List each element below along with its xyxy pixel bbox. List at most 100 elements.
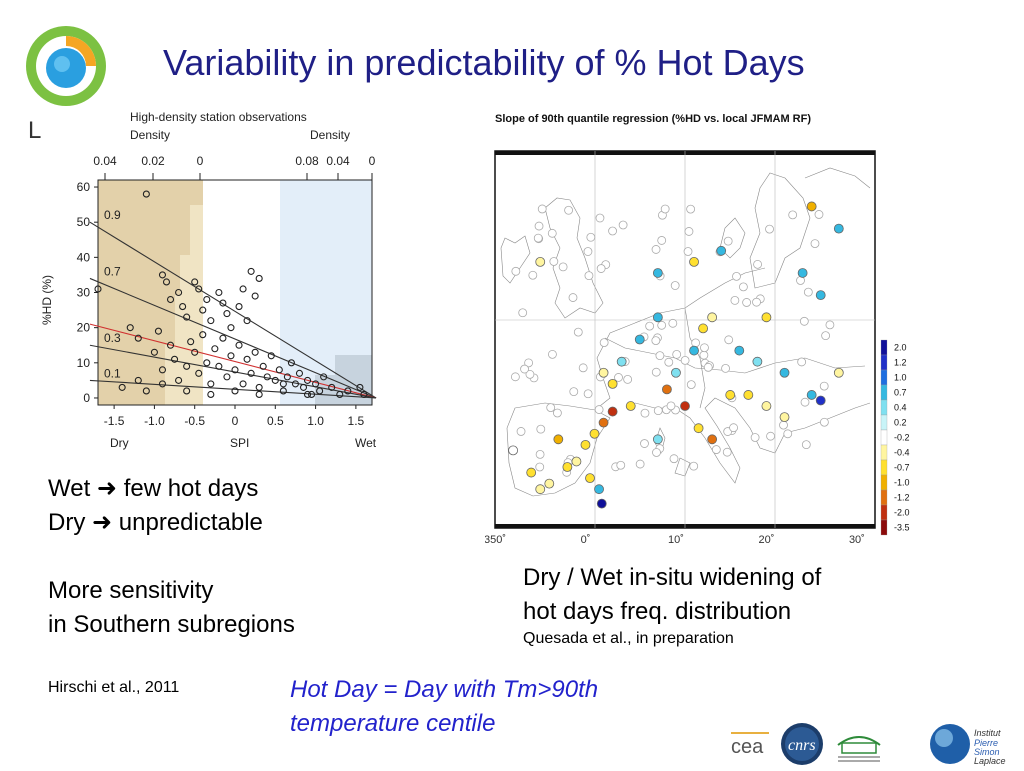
data-point bbox=[183, 313, 191, 321]
top-tick-label: 0.04 bbox=[326, 154, 350, 168]
neutral-station bbox=[703, 362, 713, 372]
neutral-station bbox=[518, 308, 528, 318]
data-point bbox=[211, 345, 219, 353]
station-marker bbox=[707, 434, 718, 445]
data-point bbox=[303, 376, 312, 384]
station-marker bbox=[743, 390, 754, 400]
station-marker bbox=[598, 417, 609, 428]
colorbar-label: -0.7 bbox=[894, 463, 910, 473]
neutral-station bbox=[569, 387, 579, 397]
y-tick-label: 0 bbox=[83, 391, 90, 405]
x-tick-label: 0 bbox=[232, 414, 239, 428]
neutral-station bbox=[573, 327, 583, 337]
neutral-station bbox=[799, 316, 809, 326]
scatter-header: High-density station observations bbox=[130, 110, 307, 124]
neutral-station bbox=[766, 431, 775, 441]
y-tick-label: 20 bbox=[77, 321, 91, 335]
colorbar-label: 2.0 bbox=[894, 343, 907, 353]
data-point bbox=[259, 362, 267, 370]
neutral-station bbox=[684, 227, 694, 236]
colorbar-swatch bbox=[880, 504, 888, 521]
data-point bbox=[191, 278, 199, 286]
wet-word: Wet bbox=[48, 475, 91, 502]
data-point bbox=[175, 288, 183, 297]
neutral-station bbox=[548, 349, 557, 359]
data-point bbox=[142, 190, 150, 198]
scatter-svg: High-density station observations Densit… bbox=[40, 110, 377, 450]
data-point bbox=[158, 366, 167, 374]
neutral-station bbox=[616, 460, 626, 470]
data-point bbox=[171, 355, 179, 363]
density-left-label: Density bbox=[130, 128, 170, 142]
station-marker bbox=[689, 256, 699, 267]
cnrs-logo: cnrs bbox=[780, 722, 824, 766]
data-point bbox=[255, 274, 263, 282]
neutral-station bbox=[651, 336, 661, 346]
station-marker bbox=[689, 345, 699, 356]
map-figure: Slope of 90th quantile regression (%HD v… bbox=[484, 108, 915, 548]
svg-text:cea: cea bbox=[731, 736, 764, 758]
data-point bbox=[328, 383, 336, 391]
colorbar-label: -2.0 bbox=[894, 508, 910, 518]
neutral-station bbox=[568, 293, 578, 302]
data-point bbox=[247, 267, 255, 275]
station-marker bbox=[607, 406, 618, 417]
neutral-station bbox=[552, 408, 562, 418]
data-point bbox=[195, 285, 203, 293]
station-marker bbox=[680, 401, 690, 411]
neutral-station bbox=[594, 405, 604, 414]
colorbar-label: 1.0 bbox=[894, 373, 907, 383]
svg-text:Institut: Institut bbox=[974, 728, 1001, 738]
neutral-station bbox=[670, 281, 680, 290]
density-right-label: Density bbox=[310, 128, 350, 142]
data-point bbox=[183, 387, 191, 395]
neutral-station bbox=[525, 369, 535, 379]
data-point bbox=[154, 327, 162, 335]
neutral-station bbox=[640, 408, 650, 418]
neutral-station bbox=[724, 335, 734, 345]
widening-line-2: hot days freq. distribution bbox=[523, 598, 792, 625]
quantile-line-0.5 bbox=[89, 323, 377, 399]
station-background bbox=[510, 204, 835, 477]
data-point bbox=[142, 387, 150, 395]
x-tick-label: -1.5 bbox=[104, 414, 125, 428]
station-marker bbox=[806, 390, 817, 400]
colorbar-swatch bbox=[880, 429, 888, 446]
neutral-station bbox=[536, 424, 546, 434]
neutral-station bbox=[729, 423, 738, 433]
station-marker bbox=[779, 412, 790, 423]
neutral-station bbox=[732, 271, 741, 281]
neutral-station bbox=[623, 375, 633, 384]
station-marker bbox=[761, 312, 772, 323]
data-point bbox=[203, 295, 211, 304]
colorbar-label: 0.4 bbox=[894, 403, 907, 413]
institution-logo bbox=[22, 22, 110, 110]
data-point bbox=[235, 341, 243, 349]
neutral-station bbox=[528, 270, 538, 280]
data-point bbox=[243, 355, 251, 363]
data-point bbox=[247, 369, 255, 377]
colorbar-swatch bbox=[880, 399, 888, 416]
colorbar-label: 0.7 bbox=[894, 388, 907, 398]
longitude-label: 0˚ bbox=[581, 534, 591, 546]
coastlines bbox=[500, 167, 871, 497]
colorbar: 2.0 1.2 1.0 0.7 0.4 0.2 -0.2 -0.4 -0.7 -1.0 -1.2 -2… bbox=[880, 339, 910, 536]
neutral-station bbox=[608, 226, 617, 236]
station-marker bbox=[761, 401, 772, 411]
dry-statement: Dry ➜ unpredictable bbox=[48, 506, 263, 540]
data-point bbox=[239, 380, 247, 388]
map-title: Slope of 90th quantile regression (%HD v… bbox=[495, 113, 811, 125]
data-point bbox=[219, 334, 227, 342]
wet-label: Wet bbox=[355, 436, 377, 450]
neutral-station bbox=[819, 381, 829, 391]
station-marker bbox=[535, 256, 546, 267]
station-marker bbox=[779, 367, 790, 378]
data-point bbox=[207, 380, 215, 388]
neutral-station bbox=[723, 236, 733, 246]
neutral-station bbox=[558, 262, 568, 272]
dry-label: Dry bbox=[110, 436, 129, 450]
station-marker bbox=[634, 334, 645, 345]
neutral-station bbox=[635, 459, 645, 469]
scatter-ylabel: %HD (%) bbox=[40, 275, 54, 325]
data-point bbox=[199, 331, 207, 339]
